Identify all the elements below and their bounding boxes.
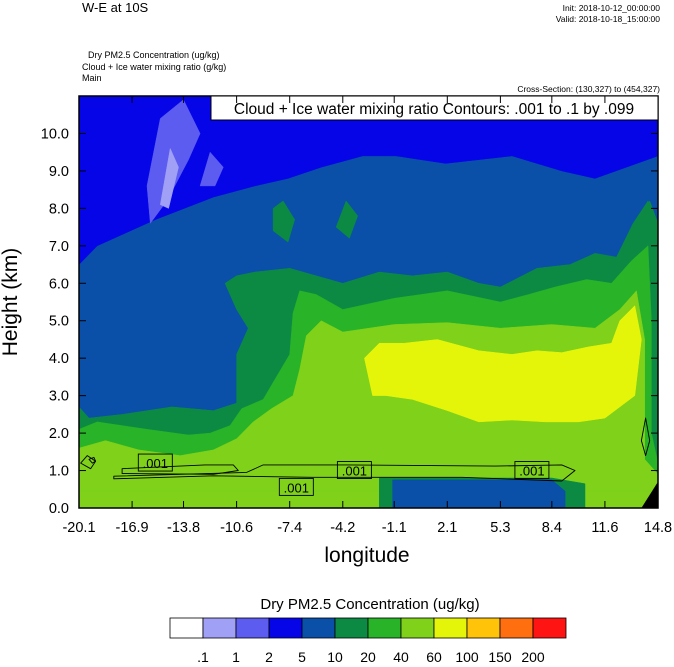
x-tick-label: -20.1: [62, 520, 95, 536]
y-tick-label: 0.0: [49, 501, 69, 517]
contour-info-text: Cloud + Ice water mixing ratio Contours:…: [234, 101, 634, 118]
colorbar-label: 200: [521, 649, 545, 665]
colorbar-swatch: [400, 617, 435, 639]
y-tick-label: 2.0: [49, 426, 69, 442]
x-tick-label: 14.8: [644, 520, 672, 536]
concentration-region-1: [79, 96, 658, 265]
concentration-fill: [79, 96, 658, 508]
y-tick-label: 4.0: [49, 351, 69, 367]
x-tick-label: 5.3: [490, 520, 510, 536]
concentration-region-5: [272, 200, 295, 243]
contour-label-text: .001: [284, 480, 309, 495]
x-tick-label: 11.6: [591, 520, 618, 536]
colorbar-label: 1: [232, 649, 240, 665]
colorbar-label: 100: [455, 649, 479, 665]
colorbar-swatch: [268, 617, 303, 639]
x-tick-label: -10.6: [220, 520, 253, 536]
contour-line-4: [640, 417, 651, 457]
x-tick-label: -13.8: [167, 520, 200, 536]
contour-label-text: .001: [342, 464, 367, 479]
x-tick-label: -16.9: [116, 520, 149, 536]
contour-line-1: [121, 464, 239, 475]
colorbar-label: 60: [426, 649, 442, 665]
mixing-ratio-contours: [80, 417, 651, 482]
colorbar-swatch: [532, 617, 567, 639]
y-tick-label: 9.0: [49, 164, 69, 180]
valid-time: Valid: 2018-10-18_15:00:00: [555, 14, 660, 24]
y-axis: 0.0 1.0 2.0 3.0 4.0 5.0 6.0 7.0 8.0 9.0 10.0: [41, 126, 658, 517]
x-tick-label: 8.4: [542, 520, 562, 536]
contour-info-box: Cloud + Ice water mixing ratio Contours:…: [210, 95, 659, 121]
concentration-region-11: [364, 305, 642, 423]
init-time: Init: 2018-10-12_00:00:00: [562, 3, 660, 13]
y-tick-label: 1.0: [49, 464, 69, 480]
concentration-region-6: [335, 200, 358, 239]
x-axis-label: longitude: [324, 544, 409, 567]
contour-labels: .001 .001 .001 .001: [137, 453, 550, 496]
colorbar-swatch: [301, 617, 336, 639]
y-tick-label: 5.0: [49, 314, 69, 330]
concentration-region-3: [160, 148, 179, 209]
colorbar-title: Dry PM2.5 Concentration (ug/kg): [260, 596, 479, 613]
colorbar-swatch: [235, 617, 270, 639]
x-axis: -20.1 -16.9 -13.8 -10.6 -7.4 -4.2 -1.1 2.1 5.3 8.…: [62, 96, 672, 536]
x-tick-label: 2.1: [437, 520, 457, 536]
contour-label-text: .001: [519, 464, 544, 479]
variable-line-1: Dry PM2.5 Concentration (ug/kg): [88, 50, 220, 60]
colorbar-label: 10: [327, 649, 343, 665]
colorbar-swatch: [433, 617, 468, 639]
plot-title: W-E at 10S: [82, 0, 149, 15]
colorbar-swatch: [367, 617, 402, 639]
y-axis-label: Height (km): [0, 248, 22, 357]
y-tick-label: 3.0: [49, 389, 69, 405]
colorbar-swatch: [466, 617, 501, 639]
colorbar-swatch: [202, 617, 237, 639]
cross-section-label: Cross-Section: (130,327) to (454,327): [517, 84, 660, 94]
colorbar-label: 2: [265, 649, 273, 665]
contour-line-0: [113, 464, 576, 482]
contour-label: .001: [514, 461, 550, 479]
colorbar-label: 5: [298, 649, 306, 665]
y-tick-label: 6.0: [49, 276, 69, 292]
y-tick-label: 7.0: [49, 239, 69, 255]
colorbar-swatch: [499, 617, 534, 639]
concentration-region-14: [392, 479, 566, 508]
contour-line-3: [88, 456, 97, 464]
x-tick-label: -4.2: [330, 520, 355, 536]
colorbar: .1 1 2 5 10 20 40 60 100 150 200: [169, 617, 567, 665]
colorbar-label: 150: [488, 649, 512, 665]
contour-label-text: .001: [143, 456, 168, 471]
colorbar-swatch: [334, 617, 369, 639]
colorbar-swatch: [169, 617, 204, 639]
concentration-region-4: [199, 151, 224, 187]
contour-label: .001: [336, 461, 372, 479]
missing-data-corner: [641, 481, 658, 508]
contour-label: .001: [278, 477, 314, 496]
variable-line-3: Main: [82, 73, 102, 83]
colorbar-label: 40: [393, 649, 409, 665]
y-tick-label: 8.0: [49, 201, 69, 217]
colorbar-label: 20: [360, 649, 376, 665]
x-tick-label: -7.4: [277, 520, 302, 536]
x-tick-label: -1.1: [382, 520, 407, 536]
contour-label: .001: [137, 453, 173, 472]
variable-line-2: Cloud + Ice water mixing ratio (g/kg): [82, 62, 227, 72]
y-tick-label: 10.0: [41, 126, 69, 142]
colorbar-label: .1: [197, 649, 209, 665]
concentration-region-10: [79, 290, 658, 508]
